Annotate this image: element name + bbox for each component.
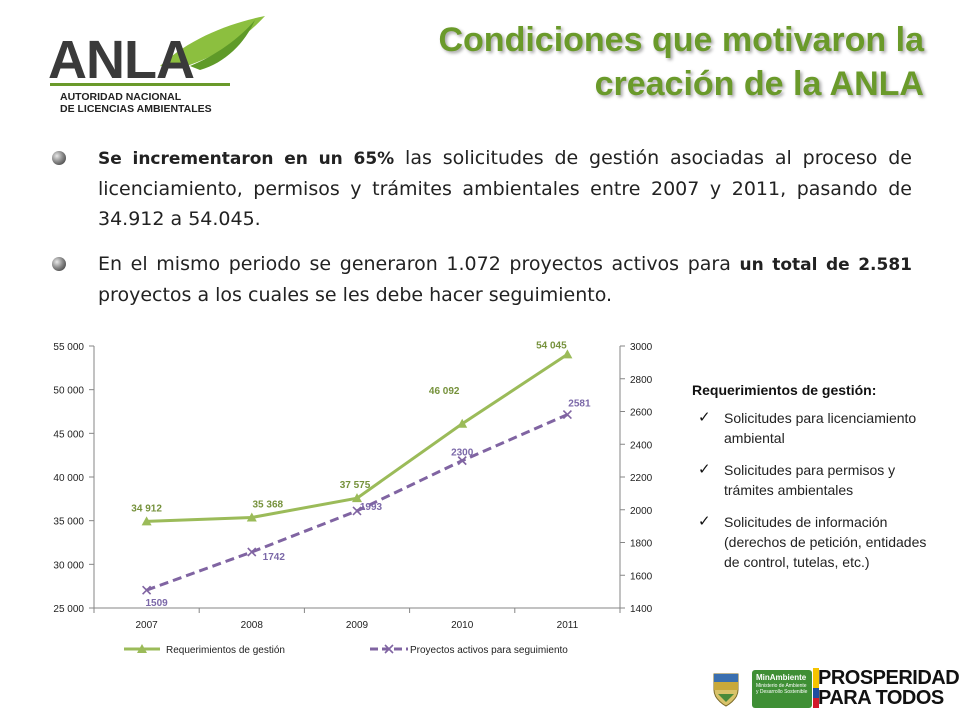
x-tick-label: 2010 [451, 620, 474, 631]
legend-marker-proyectos [384, 644, 394, 654]
point-requerimientos [352, 493, 362, 503]
point-proyectos [562, 410, 572, 420]
data-label-requerimientos: 54 045 [536, 340, 567, 351]
right-tick-label: 2800 [630, 375, 653, 386]
page-title: Condiciones que motivaron la creación de… [284, 18, 924, 106]
point-requerimientos [562, 349, 573, 359]
right-tick-label: 1800 [630, 539, 653, 550]
requirements-heading: Requerimientos de gestión: [692, 382, 877, 398]
logo-line1: AUTORIDAD NACIONAL [60, 91, 182, 103]
right-tick-label: 2200 [630, 473, 653, 484]
title-line2: creación de la ANLA [594, 65, 924, 103]
bullet-item: Se incrementaron en un 65% las solicitud… [52, 143, 912, 234]
left-tick-label: 30 000 [53, 560, 84, 571]
right-tick-label: 2600 [630, 408, 653, 419]
data-label-proyectos: 1993 [360, 502, 383, 513]
check-icon: ✓ [698, 461, 711, 478]
logo-acronym: ANLA [48, 30, 194, 90]
left-tick-label: 40 000 [53, 473, 84, 484]
line-chart: 25 000 30 000 35 000 40 000 45 000 50 000 55 0… [53, 340, 653, 656]
point-proyectos [142, 585, 152, 595]
data-label-requerimientos: 46 092 [429, 386, 460, 397]
bullet-text: En el mismo periodo se generaron 1.072 p… [98, 253, 912, 306]
right-tick-label: 1600 [630, 571, 653, 582]
left-tick-label: 50 000 [53, 386, 84, 397]
footer-logos: MinAmbiente Ministerio de Ambiente y Des… [700, 662, 960, 714]
legend-label-requerimientos: Requerimientos de gestión [166, 645, 285, 656]
check-icon: ✓ [698, 513, 711, 530]
left-tick-label: 35 000 [53, 517, 84, 528]
flag-icon [813, 668, 819, 708]
title-line1: Condiciones que motivaron la [438, 21, 924, 59]
prosperidad-logo: PROSPERIDAD PARA TODOS [818, 667, 960, 709]
minambiente-logo: MinAmbiente Ministerio de Ambiente y Des… [752, 670, 812, 708]
point-requerimientos [246, 512, 257, 522]
x-tick-label: 2007 [135, 620, 158, 631]
list-item: ✓ Solicitudes de información (derechos de… [698, 513, 927, 570]
point-proyectos [352, 506, 362, 516]
check-icon: ✓ [698, 409, 711, 426]
list-item: ✓ Solicitudes para licenciamiento ambient… [698, 409, 917, 446]
right-tick-label: 1400 [630, 604, 653, 615]
right-tick-label: 2000 [630, 506, 653, 517]
right-tick-label: 3000 [630, 342, 653, 353]
legend-label-proyectos: Proyectos activos para seguimiento [410, 645, 568, 656]
left-tick-label: 45 000 [53, 429, 84, 440]
list-item: ✓ Solicitudes para permisos y trámites am… [698, 461, 896, 498]
data-label-proyectos: 1509 [145, 598, 168, 609]
point-proyectos [247, 547, 257, 557]
legend-marker-requerimientos [137, 644, 147, 653]
point-requerimientos [457, 418, 468, 428]
right-tick-label: 2400 [630, 440, 653, 451]
data-label-proyectos: 2581 [568, 399, 591, 410]
series-line-proyectos [146, 413, 569, 592]
point-requerimientos [141, 516, 152, 526]
data-label-proyectos: 1742 [263, 552, 286, 563]
x-tick-label: 2008 [241, 620, 264, 631]
anla-logo: ANLA AUTORIDAD NACIONAL DE LICENCIAS AMB… [48, 16, 265, 115]
requirements-panel: Requerimientos de gestión: ✓ Solicitudes … [692, 382, 942, 584]
data-label-requerimientos: 37 575 [340, 480, 371, 491]
bullet-item: En el mismo periodo se generaron 1.072 p… [52, 249, 912, 310]
data-label-requerimientos: 34 912 [131, 503, 162, 514]
data-label-requerimientos: 35 368 [253, 499, 284, 510]
left-tick-label: 25 000 [53, 604, 84, 615]
bullet-icon [52, 257, 66, 271]
point-proyectos [457, 456, 467, 466]
bullet-icon [52, 151, 66, 165]
data-label-proyectos: 2300 [451, 448, 474, 459]
logo-line2: DE LICENCIAS AMBIENTALES [60, 103, 212, 115]
x-tick-label: 2009 [346, 620, 369, 631]
left-tick-label: 55 000 [53, 342, 84, 353]
bullet-text: Se incrementaron en un 65% las solicitud… [98, 147, 912, 230]
coat-of-arms-icon [713, 673, 739, 707]
x-tick-label: 2011 [557, 620, 579, 631]
